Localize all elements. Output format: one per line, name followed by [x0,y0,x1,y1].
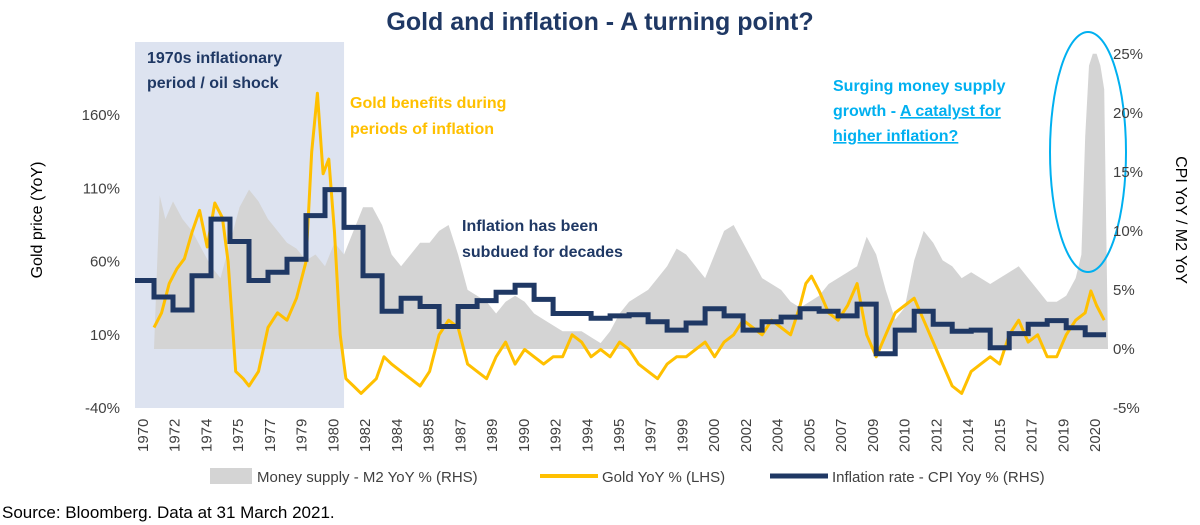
line-layer [135,91,1107,395]
left-axis-ticks: -40% 10% 60% 110% 160% [82,107,120,417]
legend-label: Money supply - M2 YoY % (RHS) [257,469,478,486]
left-axis-label: Gold price (YoY) [29,162,46,279]
annotation-gold-benefits: Gold benefits during periods of inflation [350,95,506,138]
gold-line [152,91,1106,395]
x-tick-label: 1980 [325,419,342,452]
x-tick-label: 2009 [865,419,882,452]
x-tick-label: 1972 [167,419,184,452]
x-tick-label: 2012 [928,419,945,452]
annotation-money-supply: Surging money supply growth - A catalyst … [833,78,1006,145]
legend-label: Gold YoY % (LHS) [602,469,725,486]
right-axis-label: CPI YoY / M2 YoY [1172,156,1189,284]
legend-label: Inflation rate - CPI Yoy % (RHS) [832,469,1045,486]
x-tick-label: 1970 [135,419,152,452]
cpi-line [135,187,1107,357]
x-tick-label: 2004 [770,419,787,452]
left-tick-label: 110% [83,180,120,197]
x-tick-label: 1995 [611,419,628,452]
right-tick-label: 5% [1113,282,1135,299]
x-tick-label: 1994 [579,419,596,452]
source-note: Source: Bloomberg. Data at 31 March 2021… [2,503,335,522]
x-tick-label: 1982 [357,419,374,452]
left-tick-label: 60% [90,254,120,271]
x-tick-label: 2019 [1055,419,1072,452]
annotation-inflation-subdued: Inflation has been subdued for decades [462,218,623,261]
x-tick-label: 2014 [960,419,977,452]
right-tick-label: 15% [1113,164,1143,181]
x-tick-label: 1999 [674,419,691,452]
highlight-ellipse [1049,31,1127,273]
annotation-period: 1970s inflationary period / oil shock [147,50,282,92]
annotations: 1970s inflationary period / oil shock Gold… [147,50,1006,261]
x-axis-ticks: 1970 1972 1974 1975 1977 1979 1980 1982 1984 1985… [135,419,1104,452]
x-tick-label: 1975 [230,419,247,452]
m2-area [154,53,1108,350]
x-tick-label: 2020 [1087,419,1104,452]
x-tick-label: 2002 [738,419,755,452]
right-tick-label: 20% [1113,105,1143,122]
right-tick-label: 0% [1113,341,1135,358]
x-tick-label: 1977 [262,419,279,452]
legend: Money supply - M2 YoY % (RHS) Gold YoY % … [210,468,1045,486]
right-axis-ticks: -5% 0% 5% 10% 15% 20% 25% [1113,46,1143,417]
x-tick-label: 1992 [548,419,565,452]
x-tick-label: 1997 [643,419,660,452]
x-tick-label: 2005 [801,419,818,452]
right-tick-label: 10% [1113,223,1143,240]
x-tick-label: 2010 [897,419,914,452]
left-tick-label: 160% [82,107,120,124]
right-tick-label: 25% [1113,46,1143,63]
x-tick-label: 2017 [1024,419,1041,452]
x-tick-label: 2007 [833,419,850,452]
legend-swatch-m2 [210,468,252,484]
x-tick-label: 1987 [452,419,469,452]
x-tick-label: 1989 [484,419,501,452]
x-tick-label: 1990 [516,419,533,452]
left-tick-label: 10% [90,327,120,344]
right-tick-label: -5% [1113,400,1140,417]
x-tick-label: 1974 [198,419,215,452]
chart-title: Gold and inflation - A turning point? [386,8,813,36]
x-tick-label: 1985 [421,419,438,452]
x-tick-label: 2015 [992,419,1009,452]
x-tick-label: 1984 [389,419,406,452]
x-tick-label: 1979 [294,419,311,452]
m2-area-layer [154,53,1108,350]
left-tick-label: -40% [85,400,120,417]
x-tick-label: 2000 [706,419,723,452]
